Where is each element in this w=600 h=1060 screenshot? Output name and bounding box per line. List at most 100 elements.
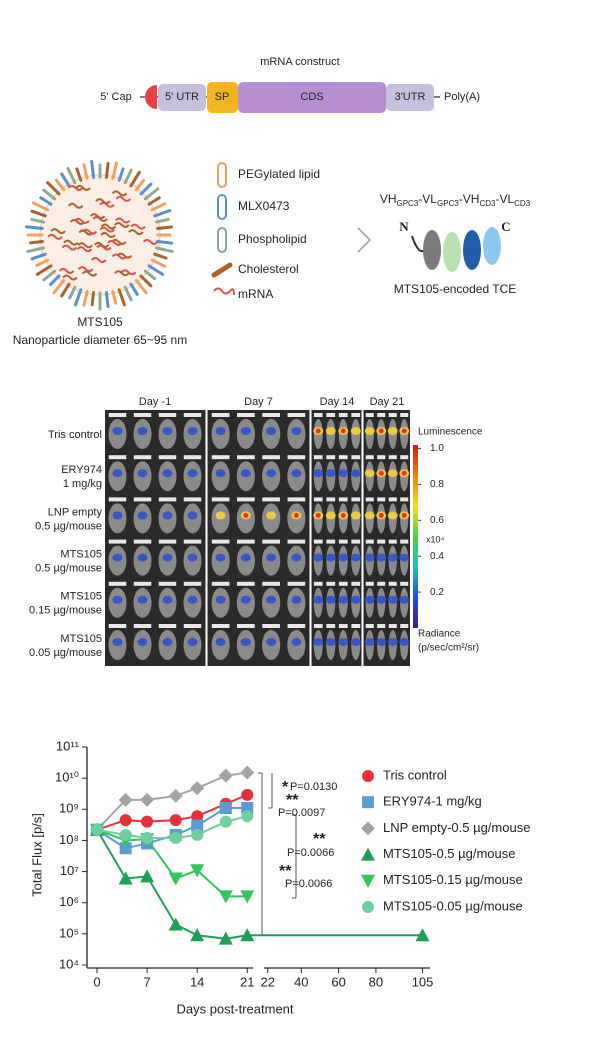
- np-name: MTS105: [77, 315, 123, 329]
- signal: [112, 595, 123, 604]
- lipid: [129, 170, 141, 188]
- signal: [376, 595, 387, 604]
- tag: [338, 624, 348, 628]
- signal: [112, 511, 123, 520]
- x-tick-label: 14: [190, 974, 204, 989]
- marker: [168, 788, 183, 803]
- colorbar-tick-label: 0.4: [430, 551, 444, 562]
- colorbar-unit: (p/sec/cm²/sr): [418, 643, 479, 654]
- mrna-strand: [142, 238, 159, 245]
- lipid: [82, 163, 89, 180]
- tag: [133, 581, 152, 586]
- lipid: [60, 282, 71, 298]
- cholesterol: [111, 190, 128, 197]
- y-tick-label: 10⁴: [59, 956, 79, 971]
- component-icon: [213, 287, 235, 296]
- tag: [183, 624, 202, 628]
- marker: [240, 928, 255, 942]
- tag: [365, 497, 374, 502]
- y-tick-label: 10¹⁰: [55, 770, 79, 785]
- lipid: [134, 178, 146, 192]
- chevron: [357, 227, 372, 253]
- marker: [91, 823, 104, 836]
- signal-core: [243, 512, 249, 518]
- signal: [350, 595, 361, 604]
- tag: [377, 455, 386, 460]
- tag: [388, 539, 397, 544]
- mrna-strand: [67, 184, 84, 191]
- utr3-box: [386, 84, 434, 111]
- marker: [218, 890, 233, 904]
- colorbar-tick-label: 0.8: [430, 479, 444, 490]
- signal: [112, 469, 123, 478]
- tce-domain: [483, 227, 501, 265]
- colorbar: [413, 445, 418, 628]
- marker: [119, 828, 132, 841]
- cholesterol: [50, 228, 66, 235]
- tag: [262, 413, 280, 417]
- tag: [313, 581, 323, 586]
- signal: [215, 595, 226, 604]
- lipid: [111, 290, 118, 305]
- marker: [169, 831, 182, 844]
- colorbar-title: Luminescence: [418, 427, 483, 438]
- tag: [108, 624, 127, 628]
- signal: [162, 469, 173, 478]
- lipid: [111, 161, 118, 180]
- day-label: Day -1: [139, 396, 171, 408]
- tag: [237, 539, 255, 544]
- tag: [183, 581, 202, 586]
- signal: [399, 638, 410, 646]
- tag: [237, 624, 255, 628]
- signal: [338, 469, 349, 478]
- tag: [351, 539, 361, 544]
- lipid: [153, 252, 168, 260]
- signal: [387, 595, 398, 604]
- legend-label: MTS105-0.05 µg/mouse: [383, 898, 523, 913]
- signal: [187, 553, 198, 562]
- tag: [388, 581, 397, 586]
- signal: [137, 511, 148, 520]
- cholesterol: [63, 239, 79, 246]
- marker: [168, 872, 183, 886]
- lipid: [31, 201, 50, 212]
- cholesterol: [93, 241, 110, 248]
- lipid: [150, 202, 167, 212]
- lipid: [139, 274, 153, 288]
- lipid: [60, 172, 71, 188]
- tag: [237, 413, 255, 417]
- signal: [187, 638, 198, 646]
- tag: [351, 455, 361, 460]
- marker: [118, 871, 133, 885]
- annotation: *: [282, 779, 289, 796]
- formula-part: GPC3: [437, 199, 459, 208]
- signal: [240, 427, 251, 435]
- day-label: Day 7: [244, 396, 273, 408]
- signal-core: [315, 428, 321, 434]
- signal: [137, 427, 148, 435]
- tag: [287, 539, 306, 544]
- component-label: PEGylated lipid: [238, 167, 320, 181]
- signal: [187, 469, 198, 478]
- lipid: [139, 182, 153, 196]
- formula-part: CD3: [514, 199, 531, 208]
- tag: [183, 539, 202, 544]
- component-label: Phospholipid: [238, 232, 307, 246]
- signal: [325, 469, 336, 478]
- lipid: [35, 264, 53, 276]
- signal: [325, 595, 336, 604]
- tag: [108, 497, 127, 502]
- lipid: [143, 269, 157, 281]
- signal-core: [401, 428, 407, 434]
- tag: [313, 539, 323, 544]
- colorbar-unit: Radiance: [418, 629, 461, 640]
- mrna-strand: [99, 201, 115, 208]
- signal: [215, 469, 226, 478]
- signal: [325, 638, 336, 646]
- tag: [262, 539, 280, 544]
- colorbar-tick-label: 0.2: [430, 587, 444, 598]
- component-label: MLX0473: [238, 199, 290, 213]
- signal: [187, 595, 198, 604]
- signal: [364, 469, 375, 478]
- lipid: [155, 246, 174, 253]
